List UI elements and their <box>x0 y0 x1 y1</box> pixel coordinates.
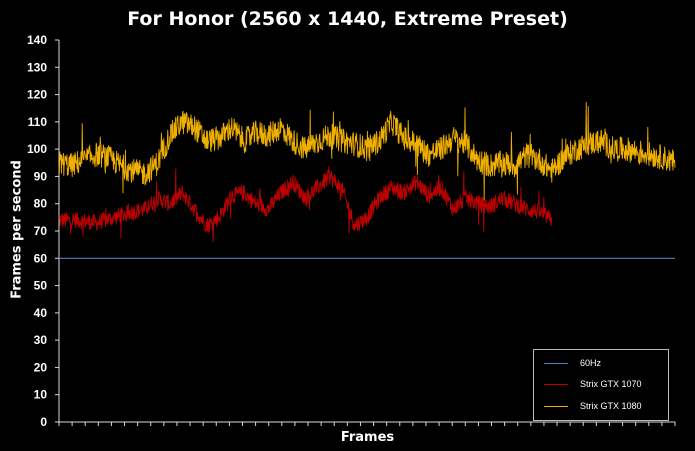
y-tick-label: 110 <box>28 115 48 129</box>
y-tick-label: 100 <box>27 142 47 156</box>
y-tick-label: 60 <box>34 251 48 265</box>
legend-swatch-gtx1080 <box>544 405 568 407</box>
chart-title: For Honor (2560 x 1440, Extreme Preset) <box>127 8 568 30</box>
legend: 60Hz Strix GTX 1070 Strix GTX 1080 <box>533 349 669 421</box>
series-line-gtx1080 <box>58 101 676 201</box>
y-tick-label: 70 <box>34 224 48 238</box>
y-tick-label: 50 <box>34 279 48 293</box>
y-tick-label: 0 <box>40 415 47 429</box>
legend-item-gtx1070: Strix GTX 1070 <box>544 377 642 391</box>
y-tick-label: 130 <box>27 60 47 74</box>
y-tick-label: 80 <box>34 197 48 211</box>
y-axis-label: Frames per second <box>9 160 25 299</box>
y-tick-label: 30 <box>34 333 48 347</box>
series-line-gtx1070 <box>58 165 553 243</box>
y-tick-label: 20 <box>34 360 48 374</box>
legend-label-gtx1080: Strix GTX 1080 <box>580 401 642 411</box>
y-tick-label: 90 <box>34 169 48 183</box>
legend-label-60hz: 60Hz <box>580 358 602 368</box>
legend-swatch-60hz <box>544 362 568 364</box>
y-tick-label: 140 <box>27 33 47 47</box>
y-tick-label: 10 <box>34 388 48 402</box>
legend-label-gtx1070: Strix GTX 1070 <box>580 379 642 389</box>
legend-item-gtx1080: Strix GTX 1080 <box>544 399 642 413</box>
x-axis-label: Frames <box>340 430 395 445</box>
legend-swatch-gtx1070 <box>544 383 568 385</box>
legend-item-60hz: 60Hz <box>544 356 601 370</box>
y-tick-label: 120 <box>27 88 47 102</box>
y-tick-label: 40 <box>34 306 48 320</box>
